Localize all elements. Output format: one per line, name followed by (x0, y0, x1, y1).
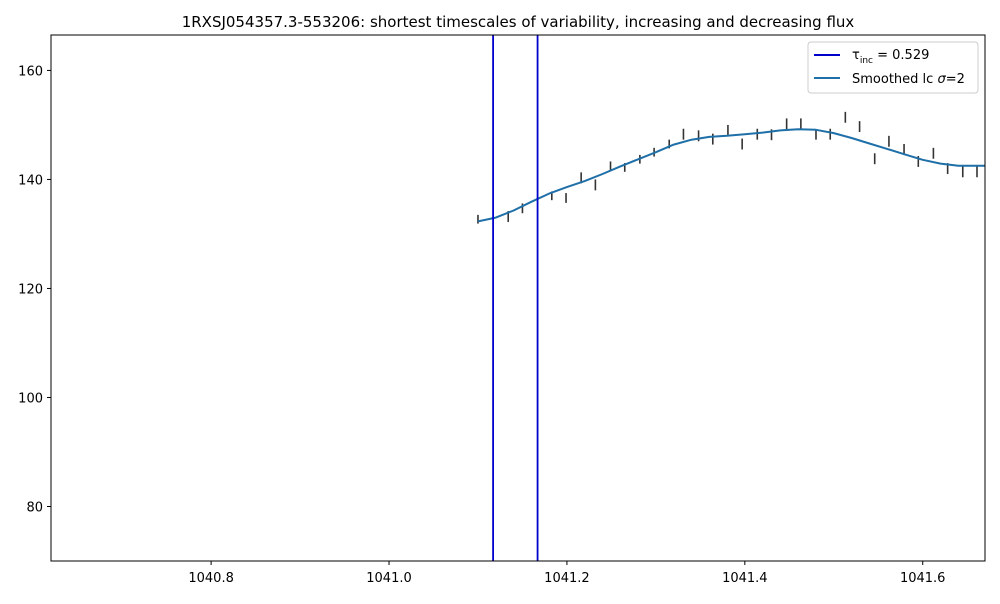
y-tick-label-1: 100 (18, 391, 43, 406)
y-tick-label-0: 80 (26, 500, 43, 515)
legend-label-smoothed: Smoothed lc σ=2 (852, 72, 965, 87)
plot-data-layer (477, 35, 985, 561)
legend-label-vertical-lines: τinc = 0.529 (852, 48, 929, 66)
smoothed-curve (477, 128, 985, 223)
x-tick-label-1: 1041.0 (366, 571, 412, 586)
y-tick-label-3: 140 (18, 173, 43, 188)
x-tick-label-0: 1040.8 (188, 571, 234, 586)
y-tick-label-4: 160 (18, 64, 43, 79)
x-tick-label-2: 1041.2 (544, 571, 590, 586)
chart-title: 1RXSJ054357.3-553206: shortest timescale… (182, 13, 855, 31)
x-tick-label-3: 1041.4 (722, 571, 768, 586)
axes-layer: 1040.8 1041.0 1041.2 1041.4 1041.6 80 100 120 14… (18, 64, 945, 586)
x-tick-label-4: 1041.6 (900, 571, 946, 586)
plot-frame (50, 34, 986, 562)
legend: τinc = 0.529 Smoothed lc σ=2 (807, 41, 979, 94)
legend-box (807, 41, 979, 94)
y-tick-label-2: 120 (18, 282, 43, 297)
